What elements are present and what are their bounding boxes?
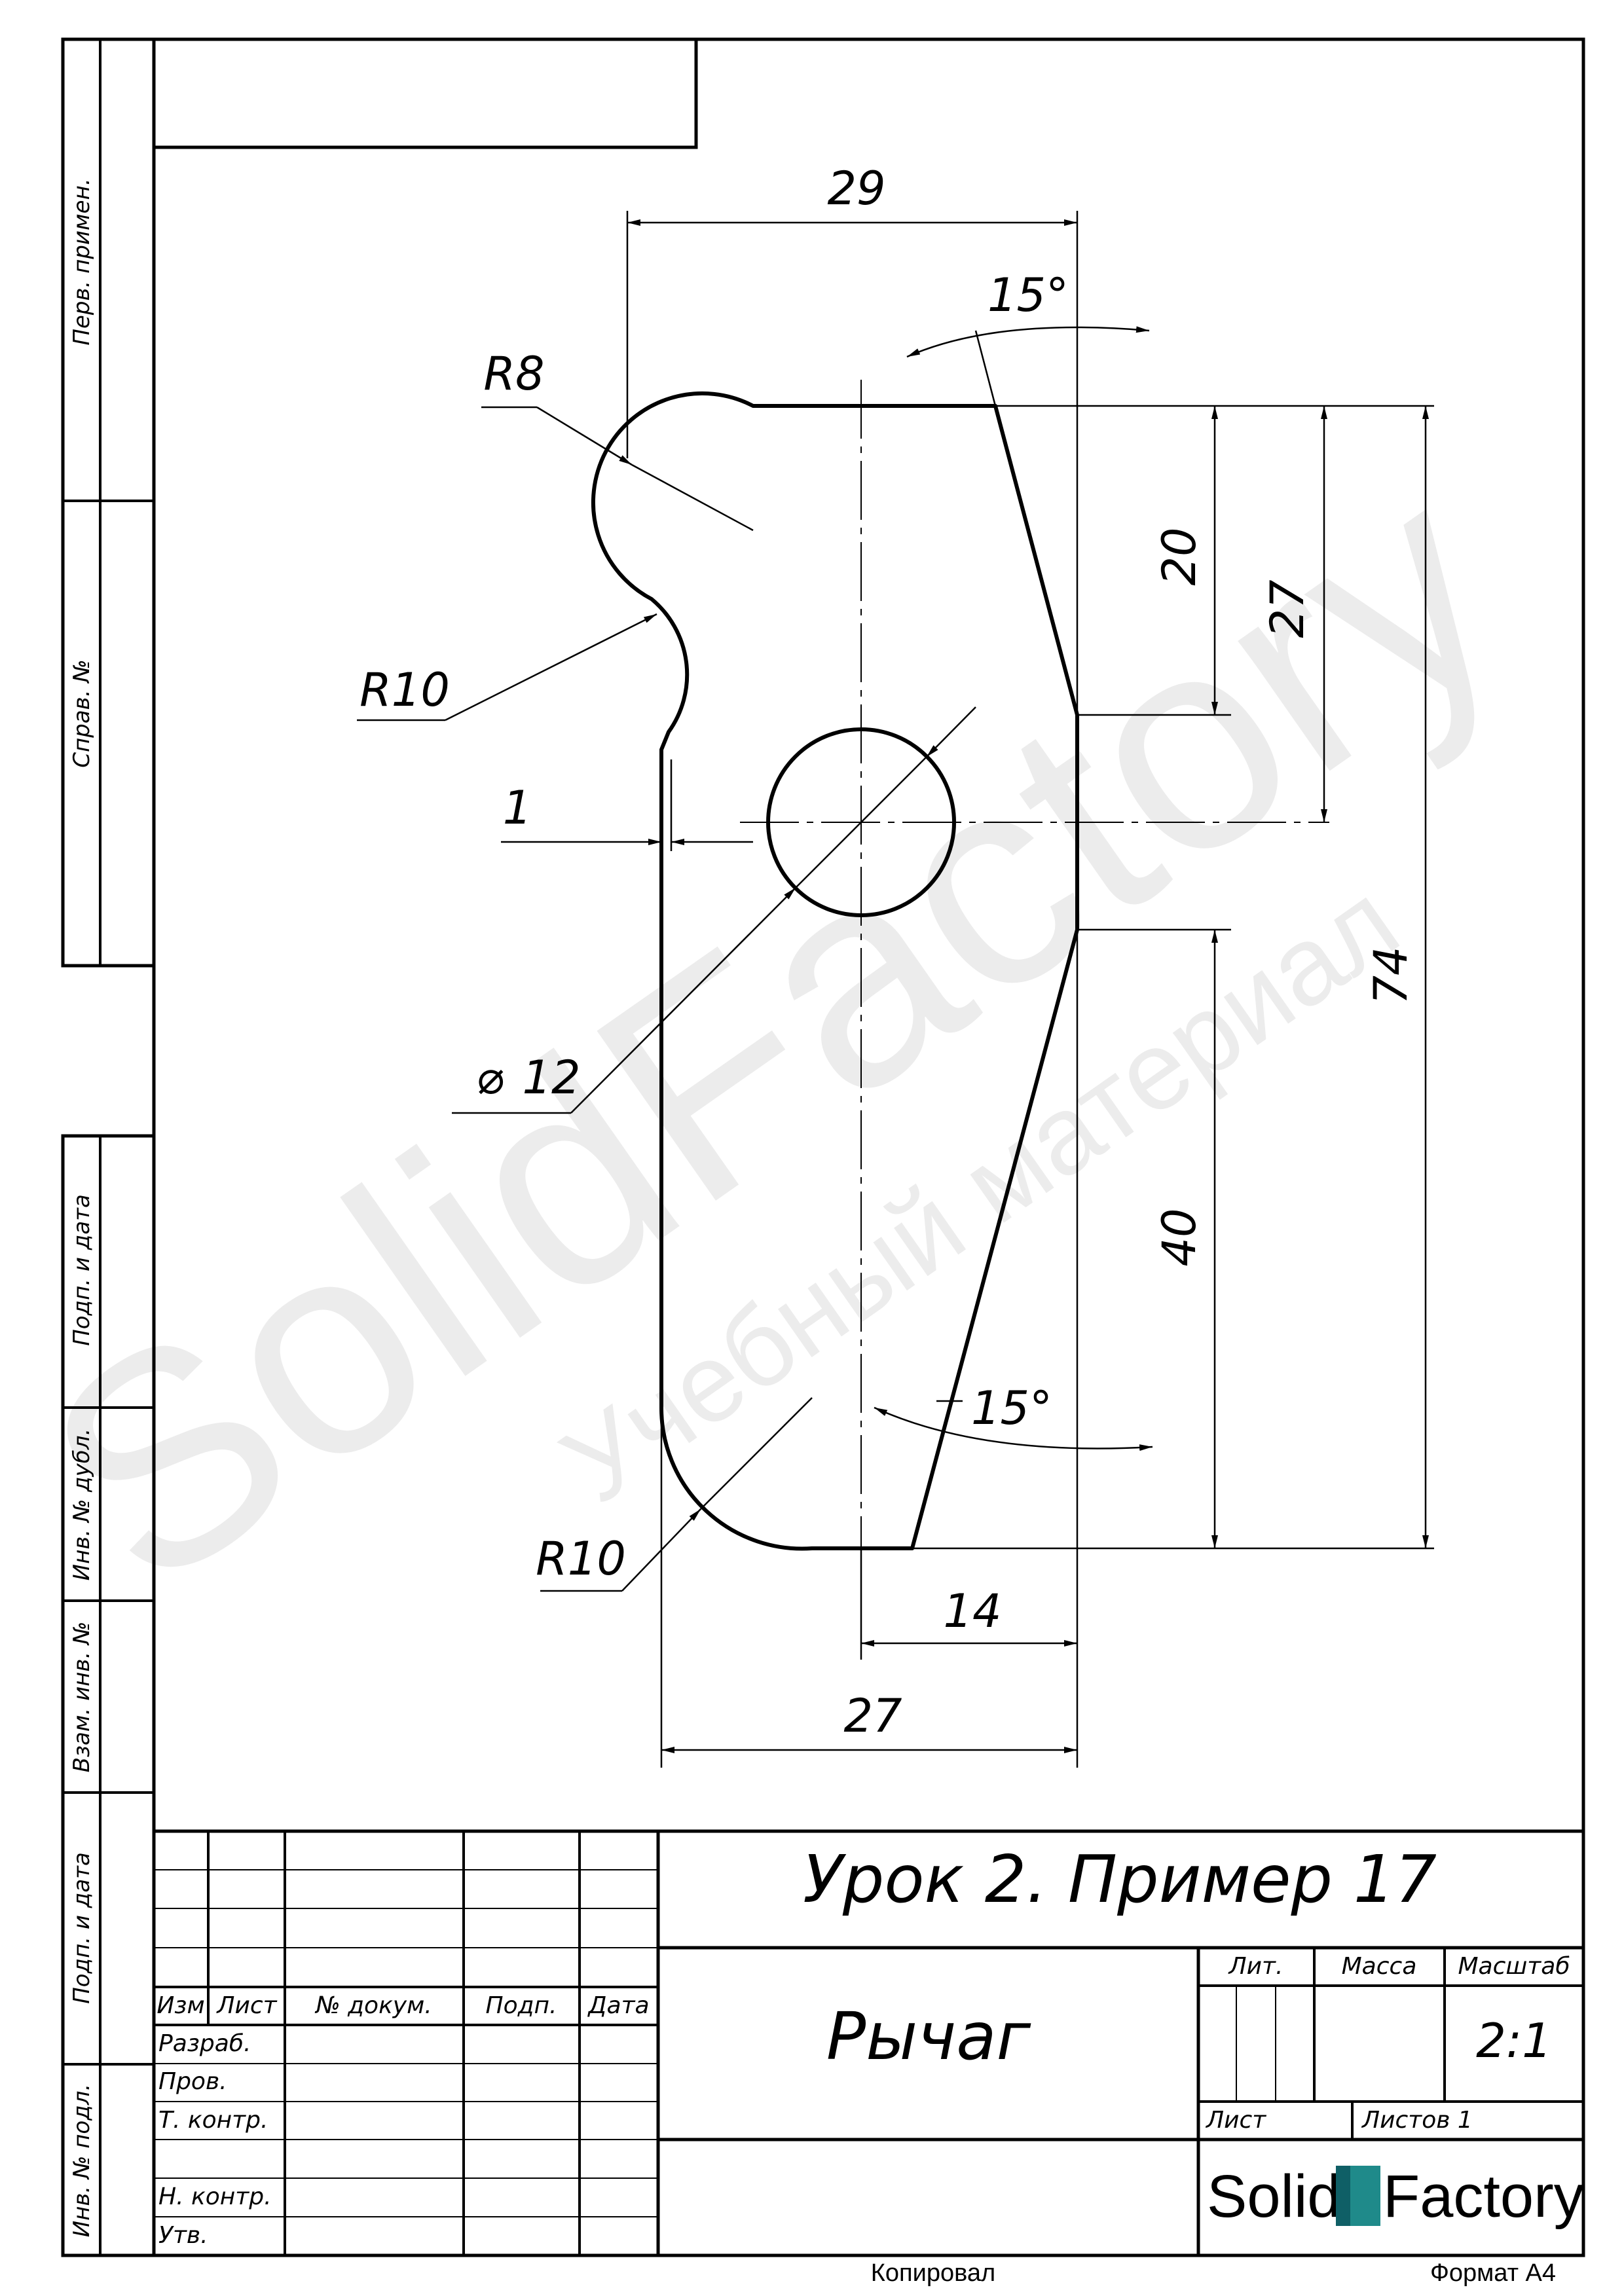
logo-solid: Solid — [1207, 2163, 1341, 2230]
footer-format: Формат А4 — [1430, 2259, 1556, 2287]
logo-factory: Factory — [1383, 2163, 1584, 2230]
header-list: Лист — [215, 1992, 277, 2019]
dim-offset: 1 — [503, 781, 532, 835]
role-t-kontr: Т. контр. — [158, 2107, 268, 2134]
lit-label: Лит. — [1228, 1953, 1283, 1980]
dim-height-27: 27 — [1261, 579, 1314, 638]
scale-value: 2:1 — [1476, 2013, 1552, 2068]
side-label-vzam-inv: Взам. инв. № — [69, 1622, 95, 1773]
watermark: SolidFactory Учебный материал — [0, 416, 1556, 1653]
centre-lines — [740, 380, 1329, 1663]
role-n-kontr: Н. контр. — [158, 2183, 272, 2210]
sheet-footer: Копировал Формат А4 — [871, 2259, 1556, 2287]
dimension-texts: 29 15° R8 R10 1 ⌀ 12 R10 20 27 74 40 15°… — [360, 162, 1418, 1743]
footer-copied: Копировал — [871, 2259, 995, 2287]
header-izm: Изм — [157, 1992, 204, 2019]
role-prov: Пров. — [158, 2068, 227, 2095]
dim-width-14: 14 — [943, 1584, 1001, 1638]
dim-height-74: 74 — [1364, 946, 1418, 1004]
dim-angle-bottom: 15° — [971, 1381, 1052, 1435]
header-doc-no: № докум. — [314, 1992, 432, 2019]
header-podp: Подп. — [486, 1992, 557, 2019]
dim-top-width: 29 — [827, 162, 885, 215]
dimension-lines — [357, 219, 1429, 1753]
part-name: Рычаг — [826, 1998, 1031, 2075]
role-razrab: Разраб. — [158, 2030, 251, 2057]
side-label-podp-data-1: Подп. и дата — [69, 1194, 95, 1346]
sheet-label: Лист — [1205, 2107, 1266, 2134]
dim-height-20: 20 — [1153, 527, 1206, 585]
sheets-label: Листов 1 — [1361, 2107, 1473, 2134]
dim-radius-bottom: R10 — [536, 1532, 626, 1586]
role-utv: Утв. — [158, 2222, 208, 2249]
diameter-symbol: ⌀ — [476, 1051, 504, 1104]
dim-hole-diameter: 12 — [522, 1051, 580, 1104]
side-label-inv-podl: Инв. № подл. — [69, 2084, 95, 2238]
sheet-frame — [61, 37, 1585, 2257]
side-label-inv-dubl: Инв. № дубл. — [69, 1429, 95, 1581]
side-stamp: Перв. примен. Справ. № Подп. и дата Инв.… — [69, 178, 95, 2237]
dim-radius-mid: R10 — [360, 663, 450, 717]
massa-label: Масса — [1342, 1953, 1417, 1980]
header-data: Дата — [587, 1992, 649, 2019]
dim-radius-top: R8 — [483, 347, 544, 401]
dim-width-27: 27 — [843, 1689, 902, 1743]
side-label-perv-primen: Перв. примен. — [69, 178, 95, 345]
solidfactory-logo: Solid Factory — [1207, 2163, 1584, 2230]
title-block — [154, 1829, 1583, 2255]
title-block-texts: Урок 2. Пример 17 Рычаг Изм Лист № докум… — [157, 1841, 1570, 2249]
side-label-podp-data-2: Подп. и дата — [69, 1852, 95, 2004]
watermark-brand: SolidFactory — [0, 416, 1556, 1653]
dim-height-40: 40 — [1153, 1208, 1206, 1266]
masshtab-label: Масштаб — [1458, 1953, 1570, 1980]
logo-mark-shade — [1336, 2166, 1350, 2226]
drawing-designation: Урок 2. Пример 17 — [803, 1841, 1437, 1918]
dim-angle-top: 15° — [987, 268, 1069, 322]
side-label-sprav-no: Справ. № — [69, 659, 95, 767]
